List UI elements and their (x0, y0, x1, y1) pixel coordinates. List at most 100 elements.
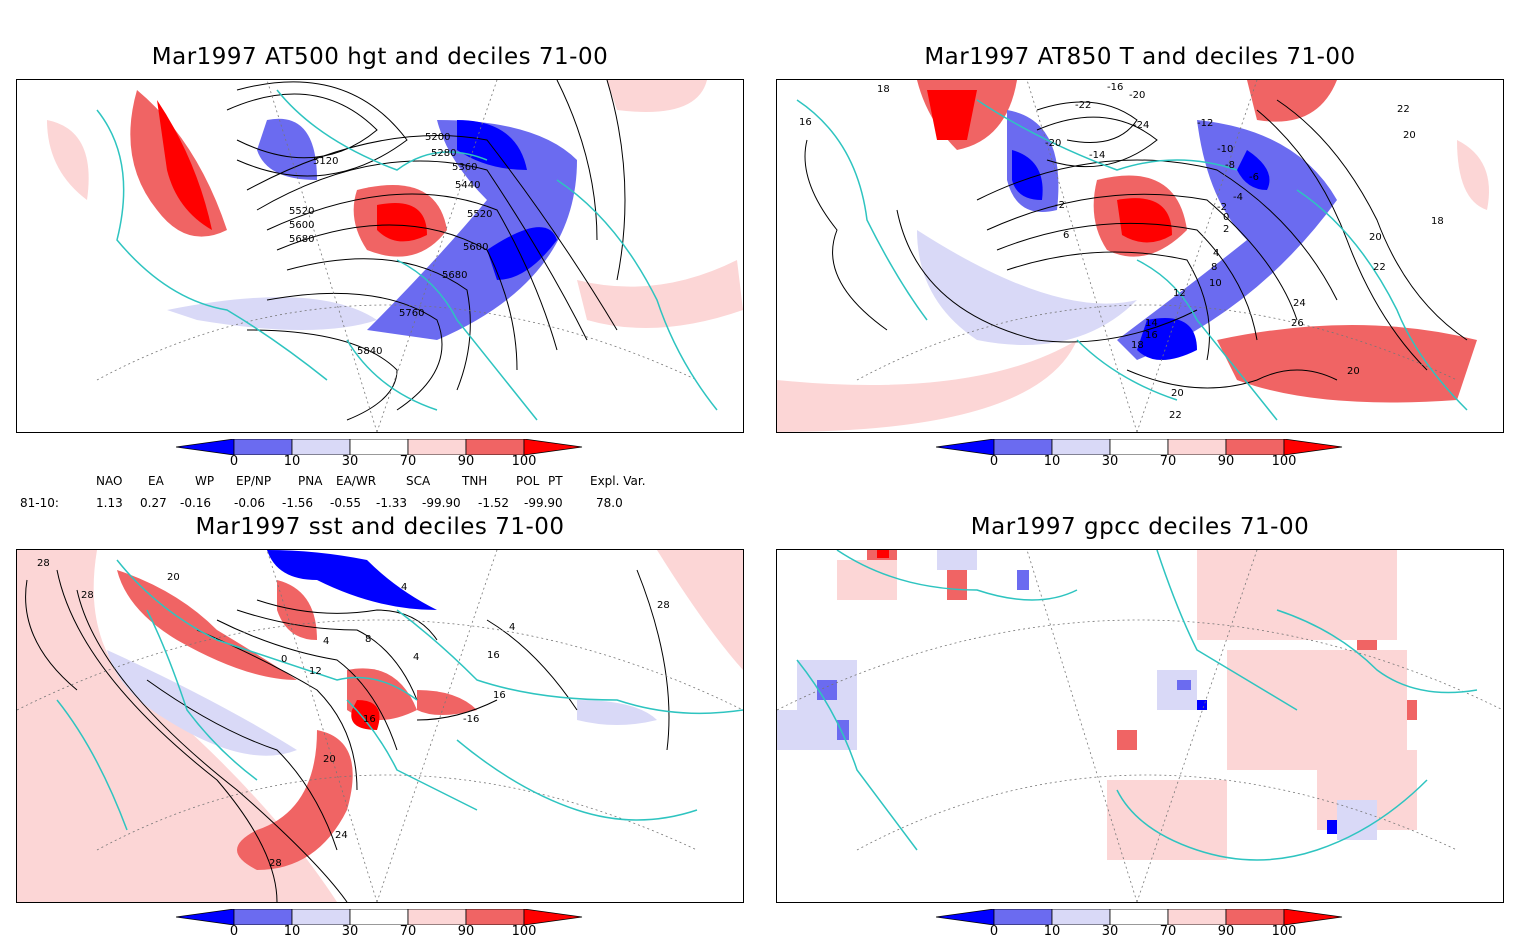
contour-label: 28 (81, 590, 94, 601)
contour-label: 4 (509, 622, 515, 633)
contour-label: 12 (1173, 288, 1186, 299)
index-value: -99.90 (524, 496, 563, 510)
colorbar-tick: 0 (989, 454, 999, 469)
colorbar-tick: 0 (229, 454, 239, 469)
contour-label: 5600 (289, 220, 314, 231)
contour-label: 22 (1397, 104, 1410, 115)
index-value: 1.13 (96, 496, 123, 510)
contour-label: 5840 (357, 346, 382, 357)
index-header: TNH (462, 474, 488, 488)
contour-label: 14 (1145, 318, 1158, 329)
map-500hgt: 5120 5200 5280 5360 5440 5520 5600 5680 … (16, 79, 744, 433)
contour-label: 20 (1171, 388, 1184, 399)
contour-label: 5600 (463, 242, 488, 253)
contour-label: 5520 (467, 209, 492, 220)
index-value: -0.06 (234, 496, 266, 510)
contour-label: -24 (1133, 120, 1149, 131)
contour-label: -4 (1233, 192, 1243, 203)
contour-label: 20 (167, 572, 180, 583)
contour-label: 5200 (425, 132, 450, 143)
index-value: -1.33 (376, 496, 408, 510)
contour-label: 18 (1131, 340, 1144, 351)
colorbar-tick: 100 (1271, 924, 1297, 939)
colorbar-tick: 90 (1217, 454, 1235, 469)
contour-label: 5280 (431, 148, 456, 159)
colorbar-tick: 30 (1101, 924, 1119, 939)
index-header: POL (516, 474, 540, 488)
colorbar-tick: 70 (1159, 454, 1177, 469)
colorbar-tick: 100 (511, 454, 537, 469)
index-value: 0.27 (140, 496, 167, 510)
colorbar-tick: 10 (283, 924, 301, 939)
contour-label: 26 (1291, 318, 1304, 329)
index-header: EA (148, 474, 164, 488)
contour-label: 16 (363, 714, 376, 725)
contour-label: 18 (877, 84, 890, 95)
contour-label: 4 (401, 582, 407, 593)
contour-label: -22 (1075, 100, 1091, 111)
contour-label: 8 (365, 634, 371, 645)
index-header: SCA (406, 474, 431, 488)
contour-label: 16 (493, 690, 506, 701)
contour-label: 4 (1213, 248, 1219, 259)
panel-title-gpcc: Mar1997 gpcc deciles 71-00 (970, 514, 1310, 540)
index-header: NAO (96, 474, 123, 488)
contour-label: 5360 (452, 162, 477, 173)
map-gpcc (776, 549, 1504, 903)
contour-label: 20 (1369, 232, 1382, 243)
panel-title-500hgt: Mar1997 AT500 hgt and deciles 71-00 (151, 44, 609, 70)
colorbar-tick: 70 (1159, 924, 1177, 939)
index-value: -1.56 (282, 496, 314, 510)
contour-label: 16 (1145, 330, 1158, 341)
map-850t: 16 18 -16 -20 -24 -22 -12 -10 -14 -8 -6 … (776, 79, 1504, 433)
contour-label: -20 (1129, 90, 1145, 101)
colorbar-tick: 100 (1271, 454, 1297, 469)
index-value: 78.0 (596, 496, 623, 510)
contour-label: 24 (335, 830, 348, 841)
contour-label: 28 (37, 558, 50, 569)
colorbar-tick: 10 (1043, 924, 1061, 939)
contour-label: 5680 (442, 270, 467, 281)
contour-label: 2 (1223, 224, 1229, 235)
contour-label: 20 (323, 754, 336, 765)
contour-label: 5680 (289, 234, 314, 245)
colorbar-tick: 30 (341, 924, 359, 939)
contour-label: 5760 (399, 308, 424, 319)
index-row-label: 81-10: (20, 496, 59, 510)
colorbar-tick: 90 (457, 924, 475, 939)
index-header: PT (548, 474, 563, 488)
colorbar-tick: 30 (341, 454, 359, 469)
contour-label: -2 (1217, 202, 1227, 213)
contour-label: 8 (1211, 262, 1217, 273)
index-header: WP (195, 474, 215, 488)
contour-label: 4 (413, 652, 419, 663)
contour-label: 5120 (313, 156, 338, 167)
contour-label: -8 (1225, 160, 1235, 171)
colorbar-tick: 90 (1217, 924, 1235, 939)
index-header: PNA (298, 474, 323, 488)
contour-label: 22 (1169, 410, 1182, 421)
index-header: Expl. Var. (590, 474, 646, 488)
colorbar-bottom-left: 0 10 30 70 90 100 (176, 909, 586, 949)
contour-label: -16 (1107, 82, 1123, 93)
map-sst: 28 28 20 0 4 4 8 12 16 20 24 28 16 4 16 … (16, 549, 744, 903)
colorbar-tick: 70 (399, 454, 417, 469)
contour-label: 16 (799, 117, 812, 128)
contour-label: 6 (1063, 230, 1069, 241)
colorbar-tick: 70 (399, 924, 417, 939)
contour-label: 24 (1293, 298, 1306, 309)
contour-label: 4 (323, 636, 329, 647)
contour-label: -10 (1217, 144, 1233, 155)
contour-label: 5520 (289, 206, 314, 217)
contour-label: -12 (1197, 118, 1213, 129)
contour-label: -16 (463, 714, 479, 725)
contour-label: 12 (309, 666, 322, 677)
index-header: EA/WR (336, 474, 377, 488)
colorbar-tick: 10 (283, 454, 301, 469)
colorbar-tick: 30 (1101, 454, 1119, 469)
colorbar-tick: 100 (511, 924, 537, 939)
index-value: -99.90 (422, 496, 461, 510)
contour-label: 5440 (455, 180, 480, 191)
contour-label: 0 (1223, 212, 1229, 223)
contour-label: 10 (1209, 278, 1222, 289)
